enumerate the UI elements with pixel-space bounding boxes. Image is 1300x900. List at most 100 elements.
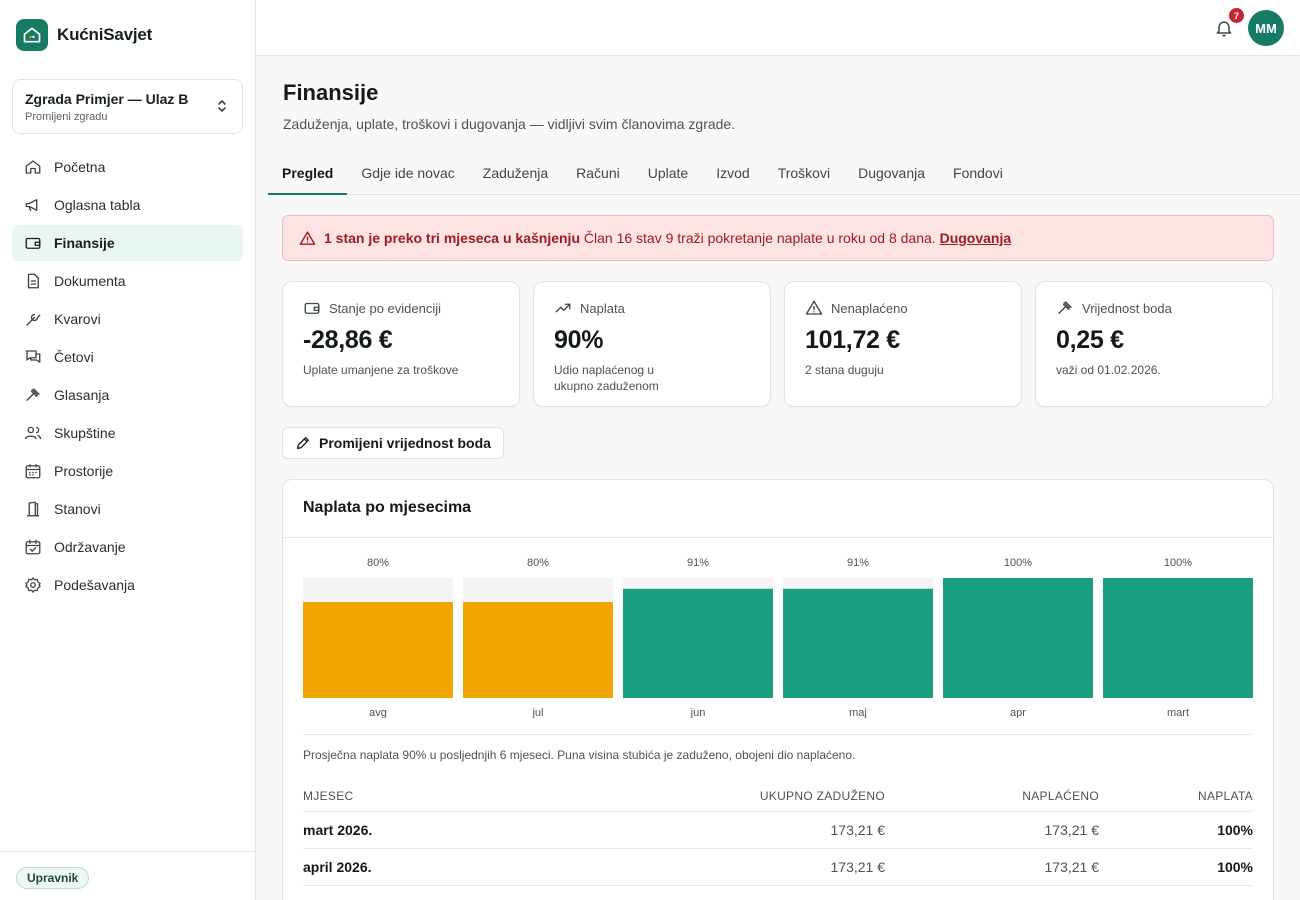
collection-table: MJESEC UKUPNO ZADUŽENO NAPLAĆENO NAPLATA… — [303, 780, 1253, 886]
bell-icon[interactable] — [1214, 17, 1234, 44]
warning-icon — [299, 230, 316, 247]
wallet-icon — [24, 234, 42, 252]
sidebar-footer: Upravnik — [0, 851, 255, 900]
divider — [303, 734, 1253, 735]
change-point-value-label: Promijeni vrijednost boda — [319, 435, 491, 451]
sidebar: KućniSavjet Zgrada Primjer — Ulaz B Prom… — [0, 0, 256, 900]
calendar-check-icon — [24, 538, 42, 556]
data-label: 80% — [367, 557, 389, 569]
sidebar-item-prostorije[interactable]: Prostorije — [12, 453, 243, 489]
sidebar-item-finansije[interactable]: Finansije — [12, 225, 243, 261]
top-bar: 7 MM — [256, 0, 1300, 56]
home-icon — [24, 158, 42, 176]
building-switcher[interactable]: Zgrada Primjer — Ulaz B Promijeni zgradu — [12, 79, 243, 134]
sidebar-item-label: Oglasna tabla — [54, 197, 141, 213]
bar — [943, 578, 1093, 698]
sidebar-item-label: Dokumenta — [54, 273, 126, 289]
sidebar-item-odrzavanje[interactable]: Održavanje — [12, 529, 243, 565]
stat-card-point-value: Vrijednost boda 0,25 € važi od 01.02.202… — [1035, 281, 1273, 407]
stat-label: Vrijednost boda — [1082, 300, 1172, 316]
door-icon — [24, 500, 42, 518]
tick-label: avg — [369, 707, 387, 718]
tab-fondovi[interactable]: Fondovi — [953, 165, 1003, 181]
stat-description: Udio naplaćenog u ukupno zaduženom — [554, 363, 659, 393]
table-cell: 173,21 € — [1044, 822, 1100, 838]
stat-description: važi od 01.02.2026. — [1056, 363, 1161, 377]
sidebar-item-label: Kvarovi — [54, 311, 101, 327]
table-cell: mart 2026. — [303, 822, 373, 838]
sidebar-item-label: Finansije — [54, 235, 115, 251]
sidebar-item-kvarovi[interactable]: Kvarovi — [12, 301, 243, 337]
table-header: MJESEC UKUPNO ZADUŽENO NAPLAĆENO NAPLATA — [303, 780, 1253, 812]
users-icon — [24, 424, 42, 442]
tick-label: jul — [531, 707, 543, 718]
stat-label: Naplata — [580, 300, 625, 316]
tab-zaduzenja[interactable]: Zaduženja — [482, 165, 549, 181]
tab-racuni[interactable]: Računi — [576, 165, 620, 181]
sidebar-item-cetovi[interactable]: Četovi — [12, 339, 243, 375]
brand[interactable]: KućniSavjet — [16, 19, 152, 51]
table-cell: 100% — [1217, 822, 1253, 838]
sidebar-item-label: Glasanja — [54, 387, 110, 403]
overdue-alert: 1 stan je preko tri mjeseca u kašnjenju … — [282, 215, 1274, 261]
tab-pregled[interactable]: Pregled — [268, 157, 348, 195]
role-badge: Upravnik — [16, 867, 90, 889]
bar — [463, 602, 613, 698]
avatar[interactable]: MM — [1248, 10, 1284, 46]
stat-label: Nenaplaćeno — [831, 300, 908, 316]
chart-note: Prosječna naplata 90% u posljednjih 6 mj… — [303, 748, 856, 762]
sidebar-item-oglasna-tabla[interactable]: Oglasna tabla — [12, 187, 243, 223]
column-header: MJESEC — [303, 788, 354, 803]
page-title: Finansije — [283, 80, 379, 105]
stat-description: 2 stana duguju — [805, 363, 884, 377]
sidebar-item-glasanja[interactable]: Glasanja — [12, 377, 243, 413]
alert-link-dugovanja[interactable]: Dugovanja — [939, 230, 1012, 246]
stat-value: 101,72 € — [805, 326, 900, 354]
sidebar-item-podesavanja[interactable]: Podešavanja — [12, 567, 243, 603]
table-cell: april 2026. — [303, 859, 372, 875]
alert-title: 1 stan je preko tri mjeseca u kašnjenju — [324, 230, 580, 246]
table-cell: 173,21 € — [1044, 859, 1100, 875]
gavel-icon — [1056, 299, 1074, 317]
bar — [623, 588, 773, 698]
data-label: 80% — [527, 557, 549, 569]
tick-label: jun — [690, 707, 706, 718]
change-point-value-button[interactable]: Promijeni vrijednost boda — [282, 427, 504, 459]
building-name: Zgrada Primjer — Ulaz B — [25, 91, 189, 107]
tab-troskovi[interactable]: Troškovi — [777, 165, 831, 181]
collection-bar-chart: 80% avg 80% jul 91% jun 91% maj 100% apr 100% mart — [303, 557, 1253, 718]
table-row: april 2026. 173,21 € 173,21 € 100% — [303, 849, 1253, 886]
sidebar-item-stanovi[interactable]: Stanovi — [12, 491, 243, 527]
sidebar-item-label: Skupštine — [54, 425, 116, 441]
table-cell: 173,21 € — [830, 822, 886, 838]
bar — [303, 602, 453, 698]
pencil-icon — [295, 435, 311, 451]
gear-icon — [24, 576, 42, 594]
document-icon — [24, 272, 42, 290]
table-cell: 100% — [1217, 859, 1253, 875]
stat-value: 90% — [554, 326, 604, 354]
data-label: 91% — [847, 557, 869, 569]
tab-dugovanja[interactable]: Dugovanja — [858, 165, 926, 181]
chevron-up-down-icon — [216, 98, 228, 119]
sidebar-item-label: Održavanje — [54, 539, 126, 555]
stat-card-balance: Stanje po evidenciji -28,86 € Uplate uma… — [282, 281, 520, 407]
tab-uplate[interactable]: Uplate — [647, 165, 689, 181]
wallet-icon — [303, 299, 321, 317]
tab-gdje-ide-novac[interactable]: Gdje ide novac — [361, 165, 455, 181]
stat-cards: Stanje po evidenciji -28,86 € Uplate uma… — [282, 281, 1274, 407]
trending-up-icon — [554, 299, 572, 317]
sidebar-item-skupstine[interactable]: Skupštine — [12, 415, 243, 451]
stat-label: Stanje po evidenciji — [329, 300, 442, 316]
sidebar-item-pocetna[interactable]: Početna — [12, 149, 243, 185]
table-row: mart 2026. 173,21 € 173,21 € 100% — [303, 812, 1253, 849]
sidebar-item-label: Stanovi — [54, 501, 101, 517]
sidebar-item-dokumenta[interactable]: Dokumenta — [12, 263, 243, 299]
main-content: Finansije Zaduženja, uplate, troškovi i … — [256, 56, 1300, 900]
table-cell: 173,21 € — [830, 859, 886, 875]
column-header: NAPLATA — [1197, 788, 1253, 803]
collection-chart-card: Naplata po mjesecima 80% avg 80% jul 91% jun 9… — [282, 479, 1274, 900]
tab-izvod[interactable]: Izvod — [716, 165, 750, 181]
brand-name: KućniSavjet — [57, 25, 153, 44]
chart-card-title: Naplata po mjesecima — [303, 499, 472, 516]
